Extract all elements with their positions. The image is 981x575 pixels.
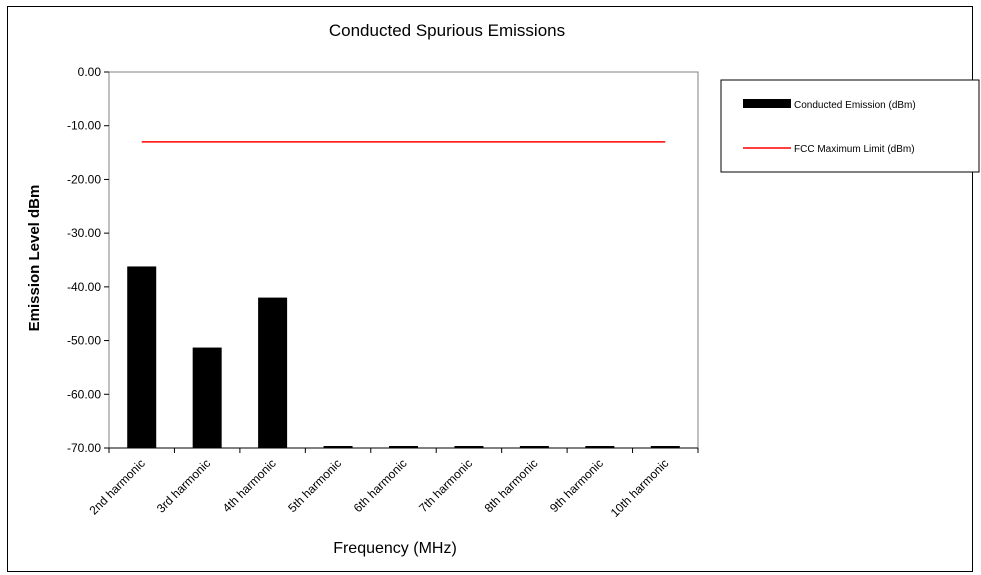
legend-swatch-bar (743, 99, 791, 108)
legend-label-emission: Conducted Emission (dBm) (794, 100, 916, 111)
bar-series (127, 266, 680, 448)
bar (192, 347, 222, 448)
x-axis-label: Frequency (MHz) (333, 540, 457, 557)
legend-box (720, 79, 980, 173)
bar (323, 446, 353, 448)
y-axis: 0.00 -10.00 -20.00 -30.00 -40.00 -50.00 -60.00… (67, 65, 109, 455)
bar (519, 446, 549, 448)
y-tick-label: -10.00 (67, 119, 101, 133)
legend: Conducted Emission (dBm) FCC Maximum Lim… (720, 79, 980, 173)
y-tick-label: -40.00 (67, 280, 101, 294)
y-tick-label: -70.00 (67, 441, 101, 455)
y-tick-label: -50.00 (67, 334, 101, 348)
y-tick-label: 0.00 (78, 65, 102, 79)
bar (585, 446, 615, 448)
bar (389, 446, 418, 448)
y-tick-label: -20.00 (67, 172, 101, 186)
bar (127, 266, 157, 448)
chart-title: Conducted Spurious Emissions (329, 21, 565, 40)
legend-label-limit: FCC Maximum Limit (dBm) (794, 144, 915, 155)
y-tick-label: -30.00 (67, 226, 101, 240)
bar (258, 297, 288, 448)
y-tick-label: -60.00 (67, 387, 101, 401)
bar (454, 446, 484, 448)
bar (650, 446, 680, 448)
y-axis-label: Emission Level dBm (26, 185, 43, 332)
